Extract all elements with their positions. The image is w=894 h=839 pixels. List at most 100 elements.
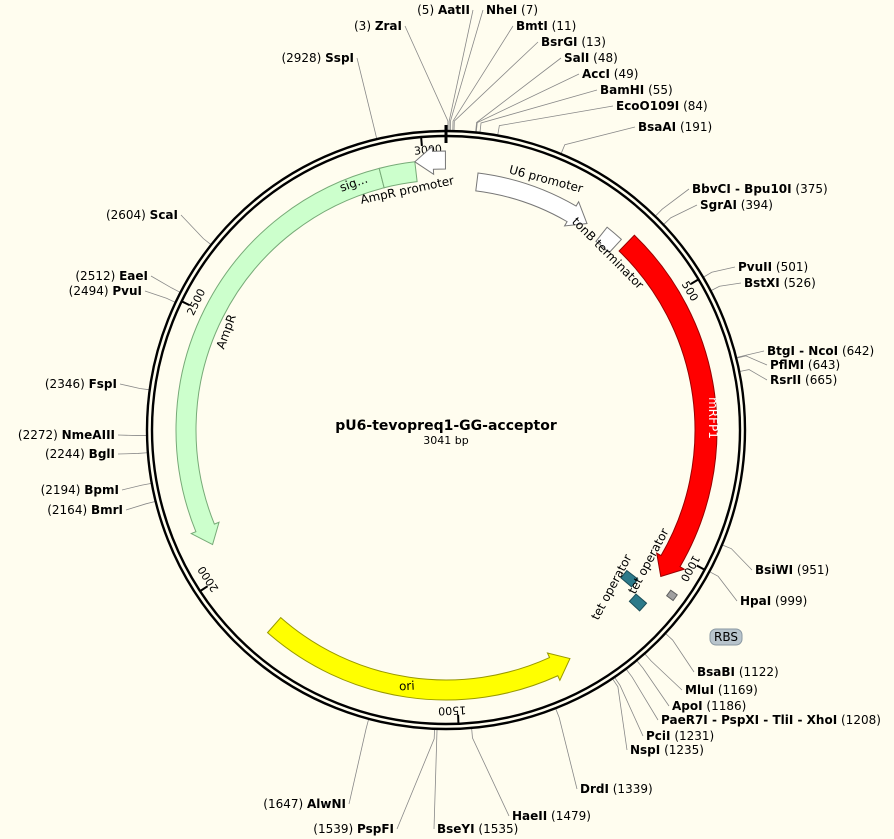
enzyme-name: PvuII	[738, 260, 772, 274]
enzyme-label-paer7i-pspxi-tlii-xhoi: PaeR7I - PspXI - TliI - XhoI (1208)	[661, 713, 881, 727]
enzyme-label-mlui: MluI (1169)	[685, 683, 758, 697]
enzyme-label-pspfi: (1539) PspFI	[313, 822, 394, 836]
enzyme-leader	[703, 266, 736, 278]
enzyme-name: AlwNI	[307, 797, 346, 811]
enzyme-position: (3)	[354, 19, 375, 33]
enzyme-label-pcii: PciI (1231)	[646, 729, 714, 743]
enzyme-name: PaeR7I - PspXI - TliI - XhoI	[661, 713, 837, 727]
enzyme-label-pflmi: PflMI (643)	[770, 358, 840, 372]
enzyme-position: (394)	[737, 198, 773, 212]
enzyme-position: (501)	[772, 260, 808, 274]
enzyme-name: ScaI	[150, 208, 178, 222]
enzyme-leader	[433, 729, 438, 830]
feature-ori	[266, 616, 571, 701]
enzyme-leader	[449, 9, 484, 131]
enzyme-position: (2272)	[18, 428, 62, 442]
enzyme-position: (2512)	[75, 269, 119, 283]
enzyme-position: (48)	[589, 51, 617, 65]
enzyme-name: NheI	[486, 3, 517, 17]
feature-arrows	[175, 145, 718, 701]
enzyme-position: (84)	[679, 99, 707, 113]
enzyme-leader	[644, 654, 683, 691]
enzyme-name: SspI	[325, 51, 354, 65]
enzyme-label-pvui: (2494) PvuI	[69, 284, 142, 298]
enzyme-position: (2928)	[281, 51, 325, 65]
enzyme-label-fspi: (2346) FspI	[45, 377, 117, 391]
enzyme-leader	[144, 290, 175, 303]
enzyme-position: (1647)	[263, 797, 307, 811]
enzyme-label-drdi: DrdI (1339)	[580, 782, 653, 796]
enzyme-leader	[655, 188, 690, 216]
enzyme-name: RsrII	[770, 373, 801, 387]
enzyme-label-apoi: ApoI (1186)	[672, 699, 746, 713]
enzyme-label-hpai: HpaI (999)	[740, 594, 807, 608]
enzyme-label-zrai: (3) ZraI	[354, 19, 402, 33]
enzyme-leader	[636, 660, 670, 707]
enzyme-label-bpmi: (2194) BpmI	[41, 483, 119, 497]
ori-label: ori	[399, 679, 415, 694]
enzyme-leader	[348, 719, 369, 805]
enzyme-position: (1539)	[313, 822, 357, 836]
enzyme-position: (643)	[804, 358, 840, 372]
enzyme-position: (11)	[548, 19, 576, 33]
enzyme-position: (1169)	[714, 683, 758, 697]
enzyme-leader	[475, 57, 562, 132]
rbs-badge: RBS	[709, 628, 743, 646]
enzyme-name: BamHI	[600, 83, 644, 97]
tick-label: 1500	[438, 703, 467, 717]
feature-tet-operator	[628, 593, 648, 612]
enzyme-label-eaei: (2512) EaeI	[75, 269, 148, 283]
enzyme-name: PciI	[646, 729, 671, 743]
enzyme-position: (7)	[517, 3, 538, 17]
enzyme-leader	[479, 89, 598, 132]
enzyme-position: (642)	[838, 344, 874, 358]
enzyme-name: BsaAI	[638, 120, 676, 134]
enzyme-position: (1235)	[660, 743, 704, 757]
enzyme-name: AccI	[582, 67, 610, 81]
rbs-label: RBS	[714, 630, 738, 644]
enzyme-leader	[404, 25, 449, 131]
tick-mark	[199, 585, 209, 592]
enzyme-leader-lines	[117, 9, 768, 830]
enzyme-label-bamhi: BamHI (55)	[600, 83, 673, 97]
enzyme-name: MluI	[685, 683, 714, 697]
enzyme-name: ZraI	[375, 19, 402, 33]
enzyme-position: (526)	[780, 276, 816, 290]
enzyme-labels: (5) AatII (3) ZraI NheI (7) BmtI (11) BsrGI …	[18, 3, 881, 836]
enzyme-position: (13)	[578, 35, 606, 49]
enzyme-name: BmtI	[516, 19, 548, 33]
enzyme-name: SgrAI	[700, 198, 737, 212]
enzyme-name: BsaBI	[697, 665, 735, 679]
enzyme-leader	[737, 355, 768, 366]
enzyme-position: (1122)	[735, 665, 779, 679]
feature-mrfp1	[618, 234, 718, 578]
enzyme-leader	[396, 729, 435, 830]
feature-tonb-terminator	[595, 226, 623, 254]
enzyme-name: BsrGI	[541, 35, 578, 49]
enzyme-leader	[555, 709, 578, 790]
enzyme-leader	[471, 728, 510, 817]
enzyme-leader	[614, 677, 644, 737]
enzyme-label-alwni: (1647) AlwNI	[263, 797, 346, 811]
enzyme-name: AatII	[438, 3, 470, 17]
enzyme-leader	[665, 633, 695, 673]
enzyme-leader	[626, 669, 659, 721]
enzyme-position: (375)	[792, 182, 828, 196]
enzyme-name: PflMI	[770, 358, 804, 372]
enzyme-label-btgi-ncoi: BtgI - NcoI (642)	[767, 344, 874, 358]
enzyme-name: BseYI	[437, 822, 475, 836]
enzyme-label-nspi: NspI (1235)	[630, 743, 704, 757]
enzyme-position: (1208)	[837, 713, 881, 727]
enzyme-leader	[497, 105, 614, 135]
enzyme-name: HpaI	[740, 594, 771, 608]
enzyme-leader	[150, 275, 180, 293]
tick-mark	[690, 278, 700, 285]
enzyme-leader	[119, 383, 149, 391]
enzyme-label-nmeaiii: (2272) NmeAIII	[18, 428, 115, 442]
enzyme-leader	[663, 204, 698, 225]
enzyme-leader	[736, 350, 765, 358]
enzyme-position: (49)	[610, 67, 638, 81]
enzyme-position: (5)	[417, 3, 438, 17]
enzyme-position: (1186)	[703, 699, 747, 713]
enzyme-position: (1535)	[475, 822, 519, 836]
